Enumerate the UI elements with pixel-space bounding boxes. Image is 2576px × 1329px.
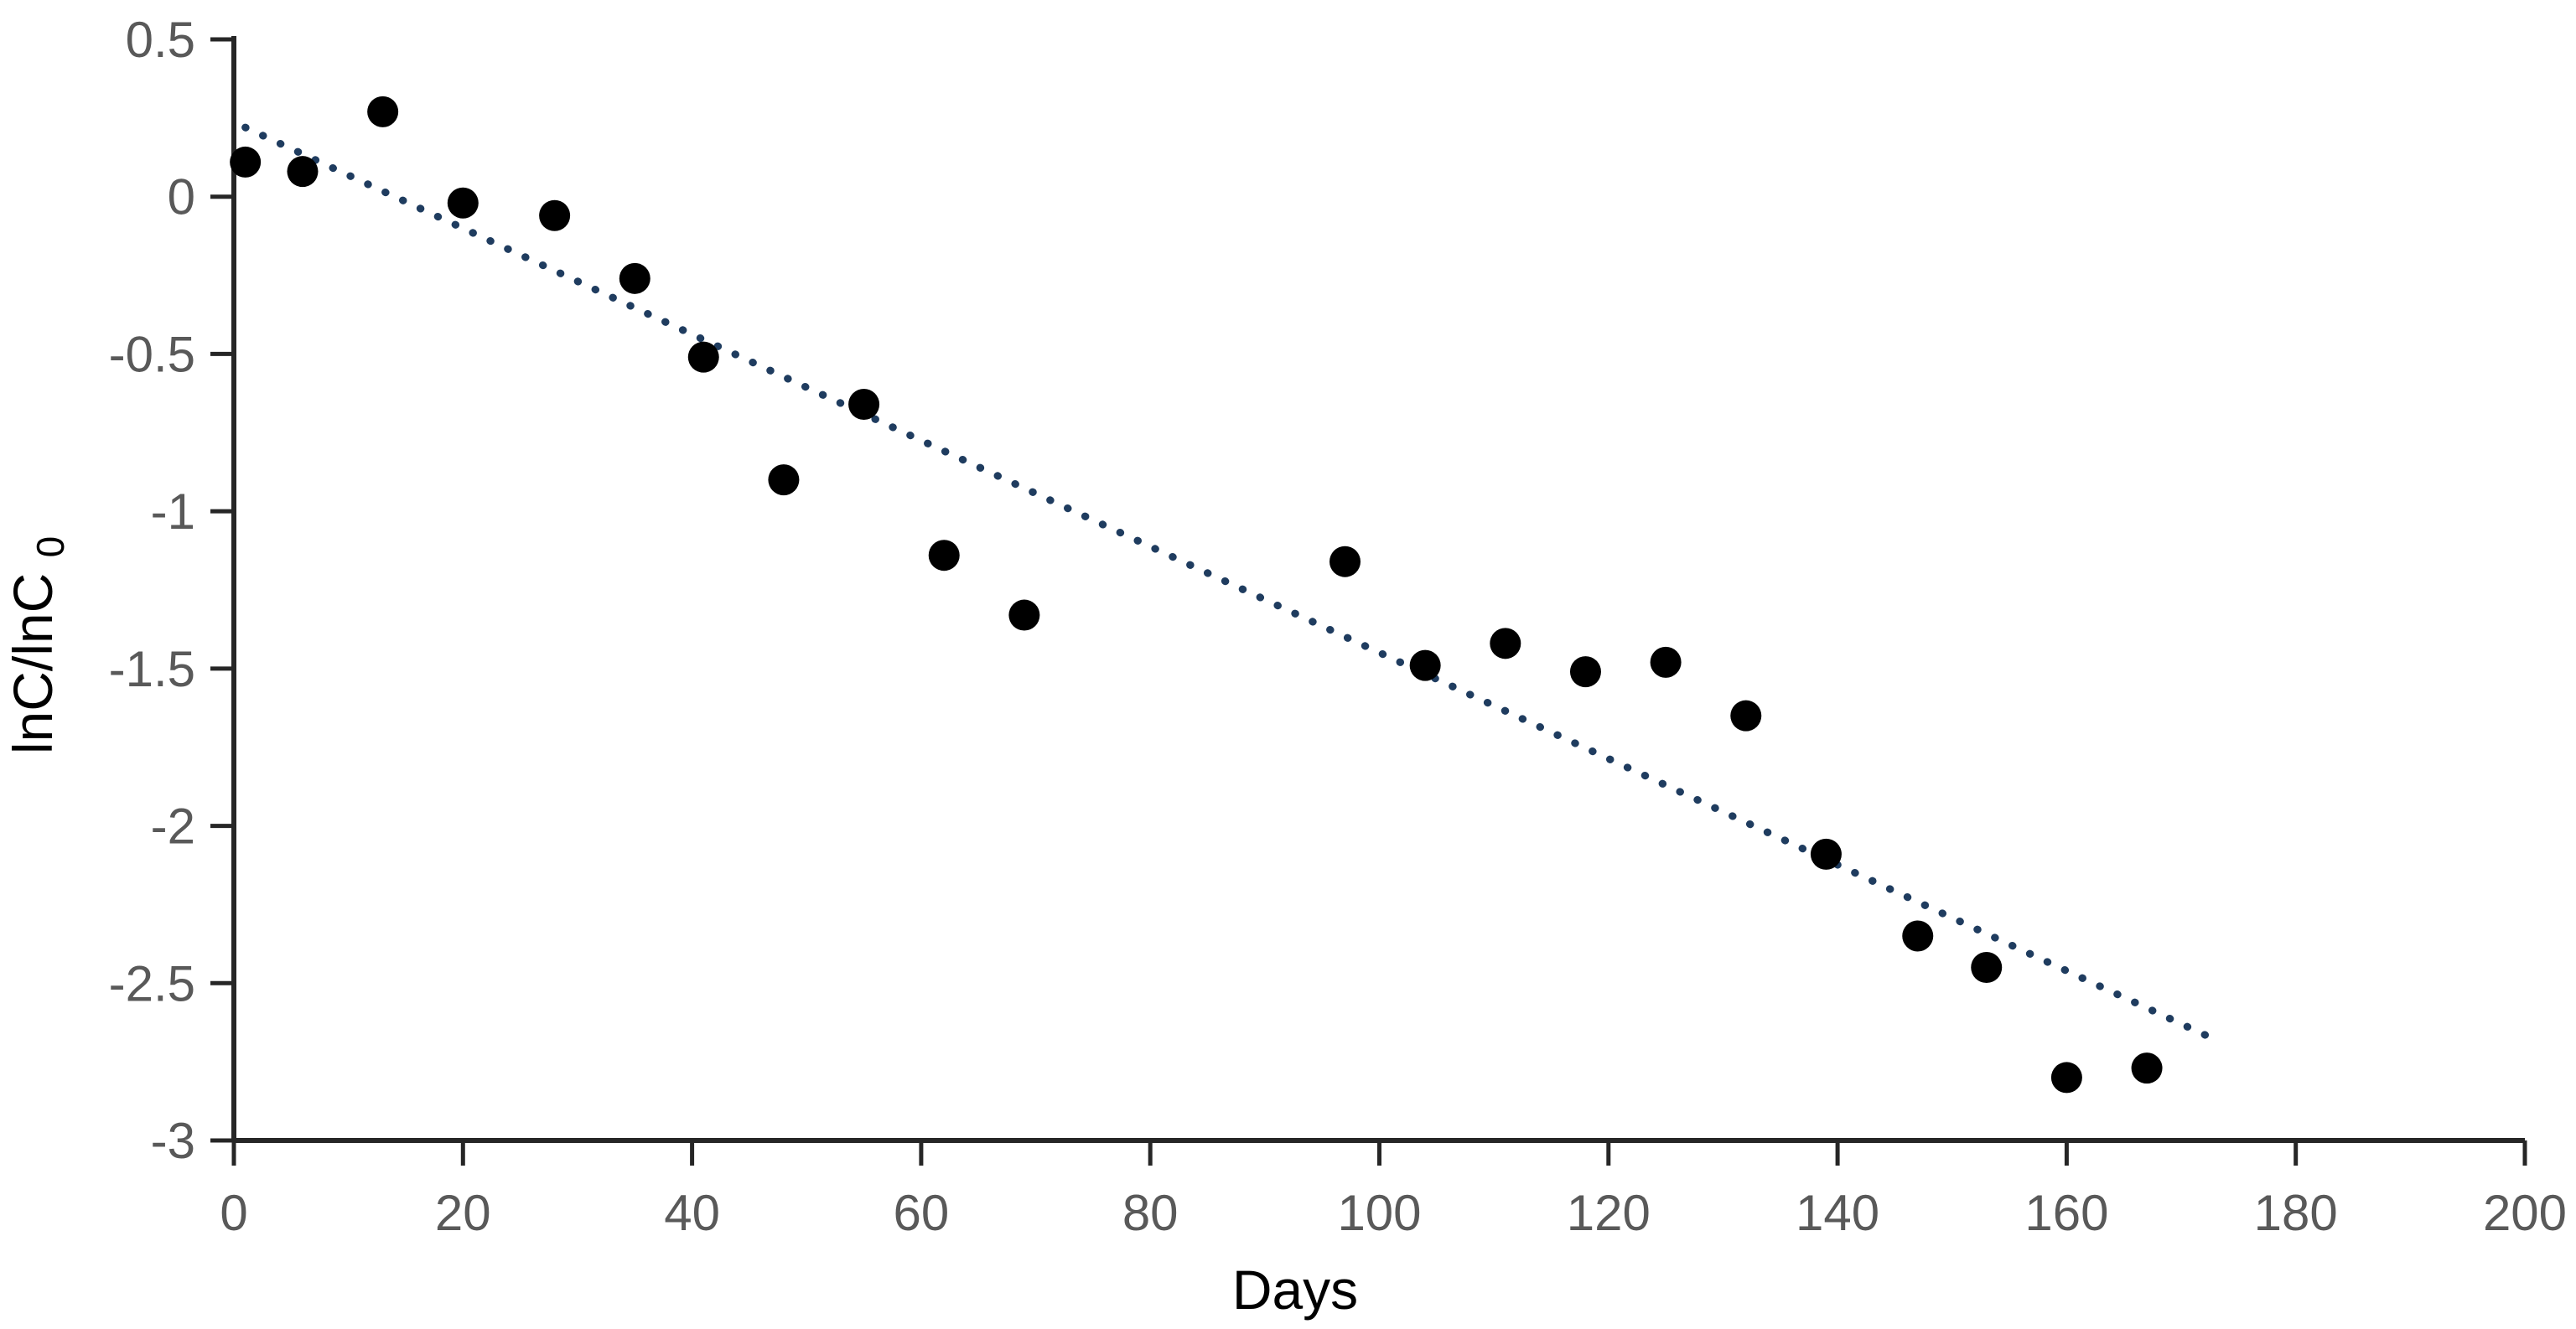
y-tick-label: 0.5 (126, 12, 195, 68)
data-point (1569, 656, 1601, 688)
data-point (1971, 952, 2003, 984)
x-tick-label: 140 (1796, 1185, 1879, 1241)
data-point (2131, 1052, 2163, 1084)
axes-layer: 0.5 0 -0.5 -1 -1.5 -2 -2.5 -3 0 20 40 60 80 100 120 140… (109, 12, 2567, 1241)
data-point (447, 187, 479, 219)
data-point (928, 540, 960, 571)
x-tick-label: 120 (1567, 1185, 1651, 1241)
data-point (1902, 920, 1934, 952)
x-tick-label: 80 (1122, 1185, 1179, 1241)
y-tick-label: -2 (151, 799, 195, 855)
data-point (1008, 599, 1040, 631)
x-tick-label: 0 (220, 1185, 247, 1241)
data-point (1650, 646, 1682, 678)
x-tick-label: 160 (2024, 1185, 2108, 1241)
data-point (2050, 1062, 2082, 1094)
data-point (539, 199, 571, 231)
x-tick-label: 200 (2483, 1185, 2567, 1241)
data-point (848, 388, 880, 420)
trendline (241, 123, 2220, 1044)
y-axis-title: lnC/lnC 0 (2, 536, 72, 754)
data-point (687, 341, 719, 373)
data-point (1329, 546, 1361, 577)
y-axis-title-sub: 0 (29, 536, 72, 558)
data-point (287, 156, 319, 188)
y-axis-title-main: lnC/lnC (2, 573, 64, 754)
y-tick-label: -3 (151, 1113, 195, 1169)
trendline-layer (241, 123, 2220, 1044)
y-tick-label: 0 (168, 169, 195, 225)
x-tick-label: 40 (664, 1185, 720, 1241)
data-point (768, 464, 800, 496)
data-points-layer (230, 96, 2163, 1094)
data-point (1409, 649, 1441, 681)
x-axis-title: Days (1232, 1259, 1358, 1321)
y-tick-label: -1 (151, 484, 195, 540)
y-tick-label: -2.5 (109, 955, 195, 1011)
data-point (367, 96, 399, 127)
data-point (1490, 628, 1521, 659)
y-tick-label: -1.5 (109, 641, 195, 697)
x-tick-label: 60 (894, 1185, 950, 1241)
x-tick-label: 100 (1337, 1185, 1421, 1241)
y-tick-label: -0.5 (109, 326, 195, 382)
x-tick-label: 20 (435, 1185, 491, 1241)
x-tick-label: 180 (2254, 1185, 2338, 1241)
data-point (230, 146, 262, 178)
data-point (1810, 838, 1842, 870)
data-point (1730, 700, 1762, 732)
data-point (619, 262, 650, 294)
